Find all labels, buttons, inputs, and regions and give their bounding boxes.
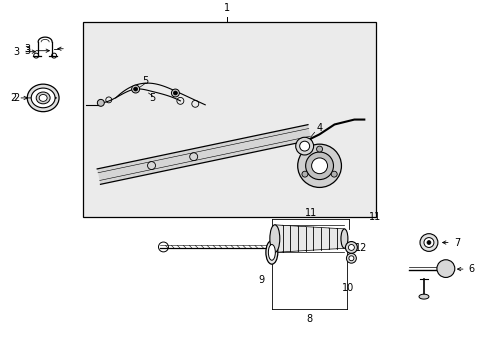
Text: 2: 2: [10, 93, 16, 103]
Ellipse shape: [39, 94, 47, 102]
Text: 8: 8: [306, 314, 312, 324]
Circle shape: [295, 137, 313, 155]
Ellipse shape: [265, 240, 277, 264]
Circle shape: [301, 171, 307, 177]
Text: 11: 11: [368, 212, 381, 222]
Bar: [83, 22, 375, 217]
Circle shape: [346, 253, 356, 263]
Text: 1: 1: [224, 3, 230, 13]
Ellipse shape: [31, 88, 55, 108]
Ellipse shape: [27, 84, 59, 112]
Circle shape: [133, 87, 137, 91]
Text: 7: 7: [453, 238, 459, 248]
Text: 3: 3: [24, 46, 30, 56]
Circle shape: [297, 144, 341, 188]
Circle shape: [131, 85, 139, 93]
Text: 4: 4: [316, 123, 322, 134]
Circle shape: [330, 171, 337, 177]
Text: 5: 5: [142, 76, 148, 86]
Circle shape: [171, 89, 179, 97]
Circle shape: [436, 260, 454, 278]
Ellipse shape: [36, 92, 50, 104]
Circle shape: [423, 238, 433, 247]
Circle shape: [305, 152, 333, 180]
Ellipse shape: [418, 294, 428, 299]
Circle shape: [97, 99, 104, 106]
Text: 2: 2: [13, 93, 19, 103]
Circle shape: [347, 244, 354, 251]
Circle shape: [316, 146, 322, 152]
Circle shape: [345, 242, 357, 253]
Text: 11: 11: [304, 208, 316, 218]
Text: 10: 10: [342, 283, 354, 293]
Circle shape: [299, 141, 309, 151]
Text: 12: 12: [355, 243, 367, 253]
Circle shape: [419, 234, 437, 251]
Text: 6: 6: [468, 264, 474, 274]
Text: 9: 9: [258, 275, 264, 285]
Ellipse shape: [268, 244, 275, 260]
Circle shape: [173, 91, 177, 95]
Polygon shape: [274, 225, 344, 252]
Polygon shape: [97, 125, 311, 184]
Ellipse shape: [269, 225, 279, 252]
Text: 3: 3: [24, 44, 30, 54]
Circle shape: [311, 158, 327, 174]
Circle shape: [426, 240, 430, 244]
Circle shape: [348, 256, 353, 261]
Ellipse shape: [340, 229, 347, 248]
Text: 5: 5: [149, 93, 155, 103]
Text: 3: 3: [13, 47, 19, 57]
